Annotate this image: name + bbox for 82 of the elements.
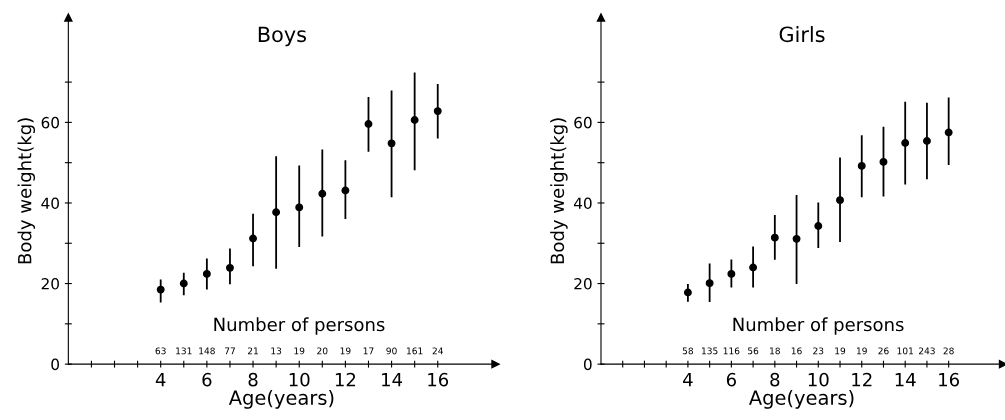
chart-title: Boys (258, 26, 306, 47)
point (814, 221, 823, 230)
annotation: 17 (363, 347, 374, 355)
point (249, 234, 257, 243)
point (364, 120, 373, 128)
y-tick-label: 40 (41, 197, 59, 209)
y-axis-title: Body weight(kg) (550, 118, 568, 264)
annotation: 131 (176, 347, 192, 355)
y-tick-label: 0 (583, 358, 592, 371)
point (879, 157, 888, 166)
point (770, 233, 779, 242)
point (901, 138, 910, 147)
x-tick-label: 12 (852, 372, 872, 387)
chart-title: Girls (779, 26, 825, 43)
annotation: 28 (943, 347, 954, 355)
x-tick-label: 14 (895, 373, 916, 387)
point (922, 136, 931, 145)
point (727, 269, 736, 278)
point (792, 234, 801, 243)
point (202, 269, 211, 278)
x-tick-label: 16 (939, 372, 960, 387)
x-tick-label: 10 (808, 372, 829, 387)
point (179, 279, 188, 288)
x-tick-label: 8 (770, 372, 780, 387)
y-tick-label: 20 (574, 278, 592, 290)
point (318, 189, 327, 198)
point (226, 263, 234, 272)
annotation: Number of persons (214, 317, 385, 335)
x-tick-label: 6 (202, 372, 212, 387)
annotation: 101 (897, 347, 913, 355)
y-tick-label: 60 (41, 116, 59, 129)
annotation: 19 (294, 347, 305, 355)
annotation: 20 (317, 347, 328, 355)
annotation: 63 (155, 347, 166, 355)
annotation: 161 (407, 347, 423, 355)
annotation: 56 (748, 347, 759, 355)
point (410, 116, 419, 124)
annotation: 16 (791, 347, 802, 355)
annotation: 13 (271, 347, 282, 355)
point (433, 107, 442, 116)
x-axis-title: Age(years) (228, 389, 334, 409)
point (295, 203, 304, 212)
annotation: 23 (813, 347, 824, 355)
point (272, 208, 281, 217)
annotation: 148 (199, 347, 215, 355)
point (749, 263, 758, 272)
annotation: 19 (835, 347, 846, 355)
annotation: 19 (856, 347, 867, 355)
point (387, 139, 396, 148)
annotation: 58 (682, 347, 694, 355)
x-axis-title: Age(years) (748, 389, 854, 409)
x-tick-label: 4 (683, 373, 693, 387)
y-tick-label: 60 (574, 116, 592, 129)
point (705, 279, 714, 288)
annotation: 243 (918, 347, 935, 355)
annotation: 77 (224, 347, 235, 355)
point (156, 285, 165, 294)
point (944, 128, 953, 137)
annotation: 21 (247, 347, 258, 355)
point (683, 288, 692, 297)
x-tick-label: 12 (335, 372, 356, 387)
x-tick-label: 16 (428, 372, 449, 387)
point (341, 186, 350, 195)
annotation: 116 (723, 347, 740, 355)
y-tick-label: 40 (573, 197, 592, 209)
point (857, 161, 866, 170)
annotation: 24 (432, 347, 443, 355)
y-axis-title: Body weight(kg) (17, 118, 36, 264)
x-tick-label: 8 (248, 372, 258, 387)
annotation: 19 (340, 347, 351, 355)
x-tick-label: 14 (382, 373, 403, 387)
annotation: 135 (702, 347, 718, 355)
y-tick-label: 0 (51, 358, 59, 371)
annotation: 18 (770, 347, 780, 355)
x-tick-label: 10 (289, 372, 310, 387)
y-tick-label: 20 (41, 278, 59, 290)
point (836, 196, 844, 205)
annotation: Number of persons (733, 317, 904, 335)
annotation: 26 (878, 347, 889, 355)
x-tick-label: 4 (155, 373, 166, 387)
x-tick-label: 6 (726, 372, 736, 387)
annotation: 90 (386, 347, 397, 355)
